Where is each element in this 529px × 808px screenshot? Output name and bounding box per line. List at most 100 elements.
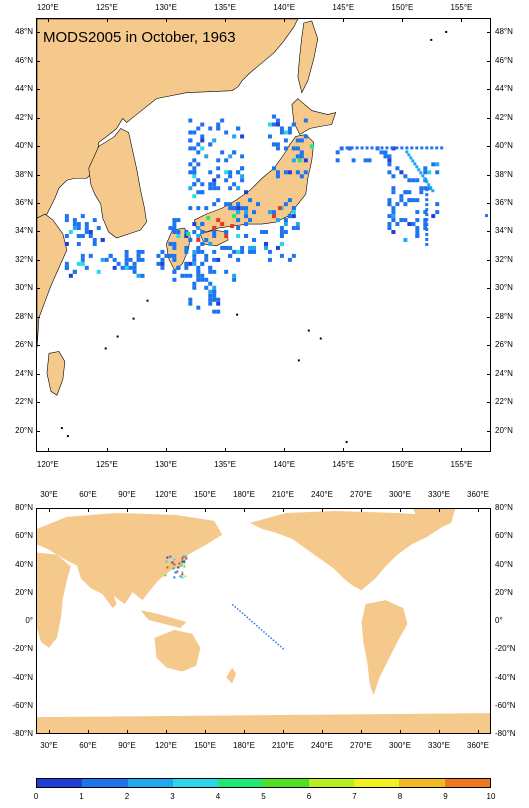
observation-cell [196,269,201,274]
observation-cell [216,166,221,171]
observation-cell [287,126,292,131]
observation-cell [427,170,432,175]
axis-tick [36,402,40,404]
observation-cell [275,170,280,175]
observation-cell [92,237,97,242]
axis-tick [487,60,491,62]
observation-cell [295,138,300,143]
axis-tick-label: 80°N [15,503,33,512]
observation-cell [140,273,145,278]
observation-cell [196,126,201,131]
observation-cell [206,216,211,221]
observation-cell [363,158,368,163]
observation-cell [166,556,169,559]
observation-cell [228,174,233,179]
observation-cell [345,146,349,150]
observation-cell [165,560,168,563]
observation-cell [208,281,213,286]
observation-cell [415,226,420,231]
axis-tick-label: 42°N [15,112,33,122]
observation-cell [279,206,284,211]
observation-cell [380,146,384,150]
axis-tick [487,174,491,176]
observation-cell [184,575,187,578]
observation-cell [275,118,280,123]
observation-cell [100,237,105,242]
axis-tick [36,89,40,91]
colorbar-label: 6 [306,792,312,801]
observation-cell [208,301,213,306]
observation-cell [244,214,249,219]
land-africa [37,552,71,648]
observation-cell [440,146,444,150]
axis-tick [36,288,40,290]
observation-cell [425,146,429,150]
observation-cell [181,573,184,576]
global-map-svg [37,509,490,733]
observation-cell [188,130,193,135]
colorbar-segment [263,779,309,787]
observation-cell [208,170,213,175]
map-title: MODS2005 in October, 1963 [43,29,236,46]
observation-cell [391,186,396,191]
observation-cell [295,146,300,151]
observation-cell [241,612,244,614]
observation-cell [196,178,201,183]
observation-cell [192,130,197,135]
axis-tick-label: 60°E [79,490,97,499]
observation-cell [232,277,237,282]
observation-cell [160,261,165,266]
observation-cell [239,610,241,612]
axis-tick-label: 28°N [495,311,513,321]
axis-tick-label: 42°N [495,112,513,122]
observation-cell [177,566,180,569]
observation-cell [212,297,217,302]
observation-cell [168,241,173,246]
observation-cell [168,565,171,568]
observation-cell [172,222,177,227]
observation-cell [423,177,427,181]
axis-tick-label: -60°N [495,700,516,710]
axis-tick [283,508,284,512]
observation-cell [383,150,388,155]
observation-cell [387,226,392,231]
observation-cell [387,154,392,159]
observation-cell [395,222,400,227]
observation-cell [186,232,191,236]
observation-cell [80,253,85,258]
observation-cell [180,273,185,278]
observation-cell [228,170,233,175]
observation-cell [224,178,229,183]
axis-tick-label: 360°E [467,490,489,499]
colorbar-label: 8 [397,792,403,801]
observation-cell [204,154,209,159]
colorbar-segment [399,779,445,787]
observation-cell [425,242,429,246]
axis-tick-label: 44°N [495,84,513,94]
observation-cell [403,237,408,242]
axis-tick [284,18,286,22]
observation-cell [291,210,296,215]
observation-cell [200,261,205,266]
observation-cell [188,237,193,242]
observation-cell [204,253,209,258]
observation-cell [425,193,429,197]
observation-cell [64,234,69,238]
observation-cell [178,562,181,565]
axis-tick [36,231,40,233]
axis-tick-label: 46°N [15,55,33,65]
observation-cell [228,245,233,250]
observation-cell [173,563,176,566]
observation-cell [184,273,189,278]
observation-cell [267,134,272,139]
observation-cell [212,230,217,235]
axis-tick-label: 155°E [450,3,473,12]
observation-cell [283,218,288,223]
observation-cell [116,261,121,266]
observation-cell [216,186,221,191]
axis-tick-label: 120°E [155,741,177,750]
observation-cell [216,218,221,223]
axis-tick [322,730,323,734]
observation-cell [181,571,184,574]
observation-cell [208,241,213,246]
